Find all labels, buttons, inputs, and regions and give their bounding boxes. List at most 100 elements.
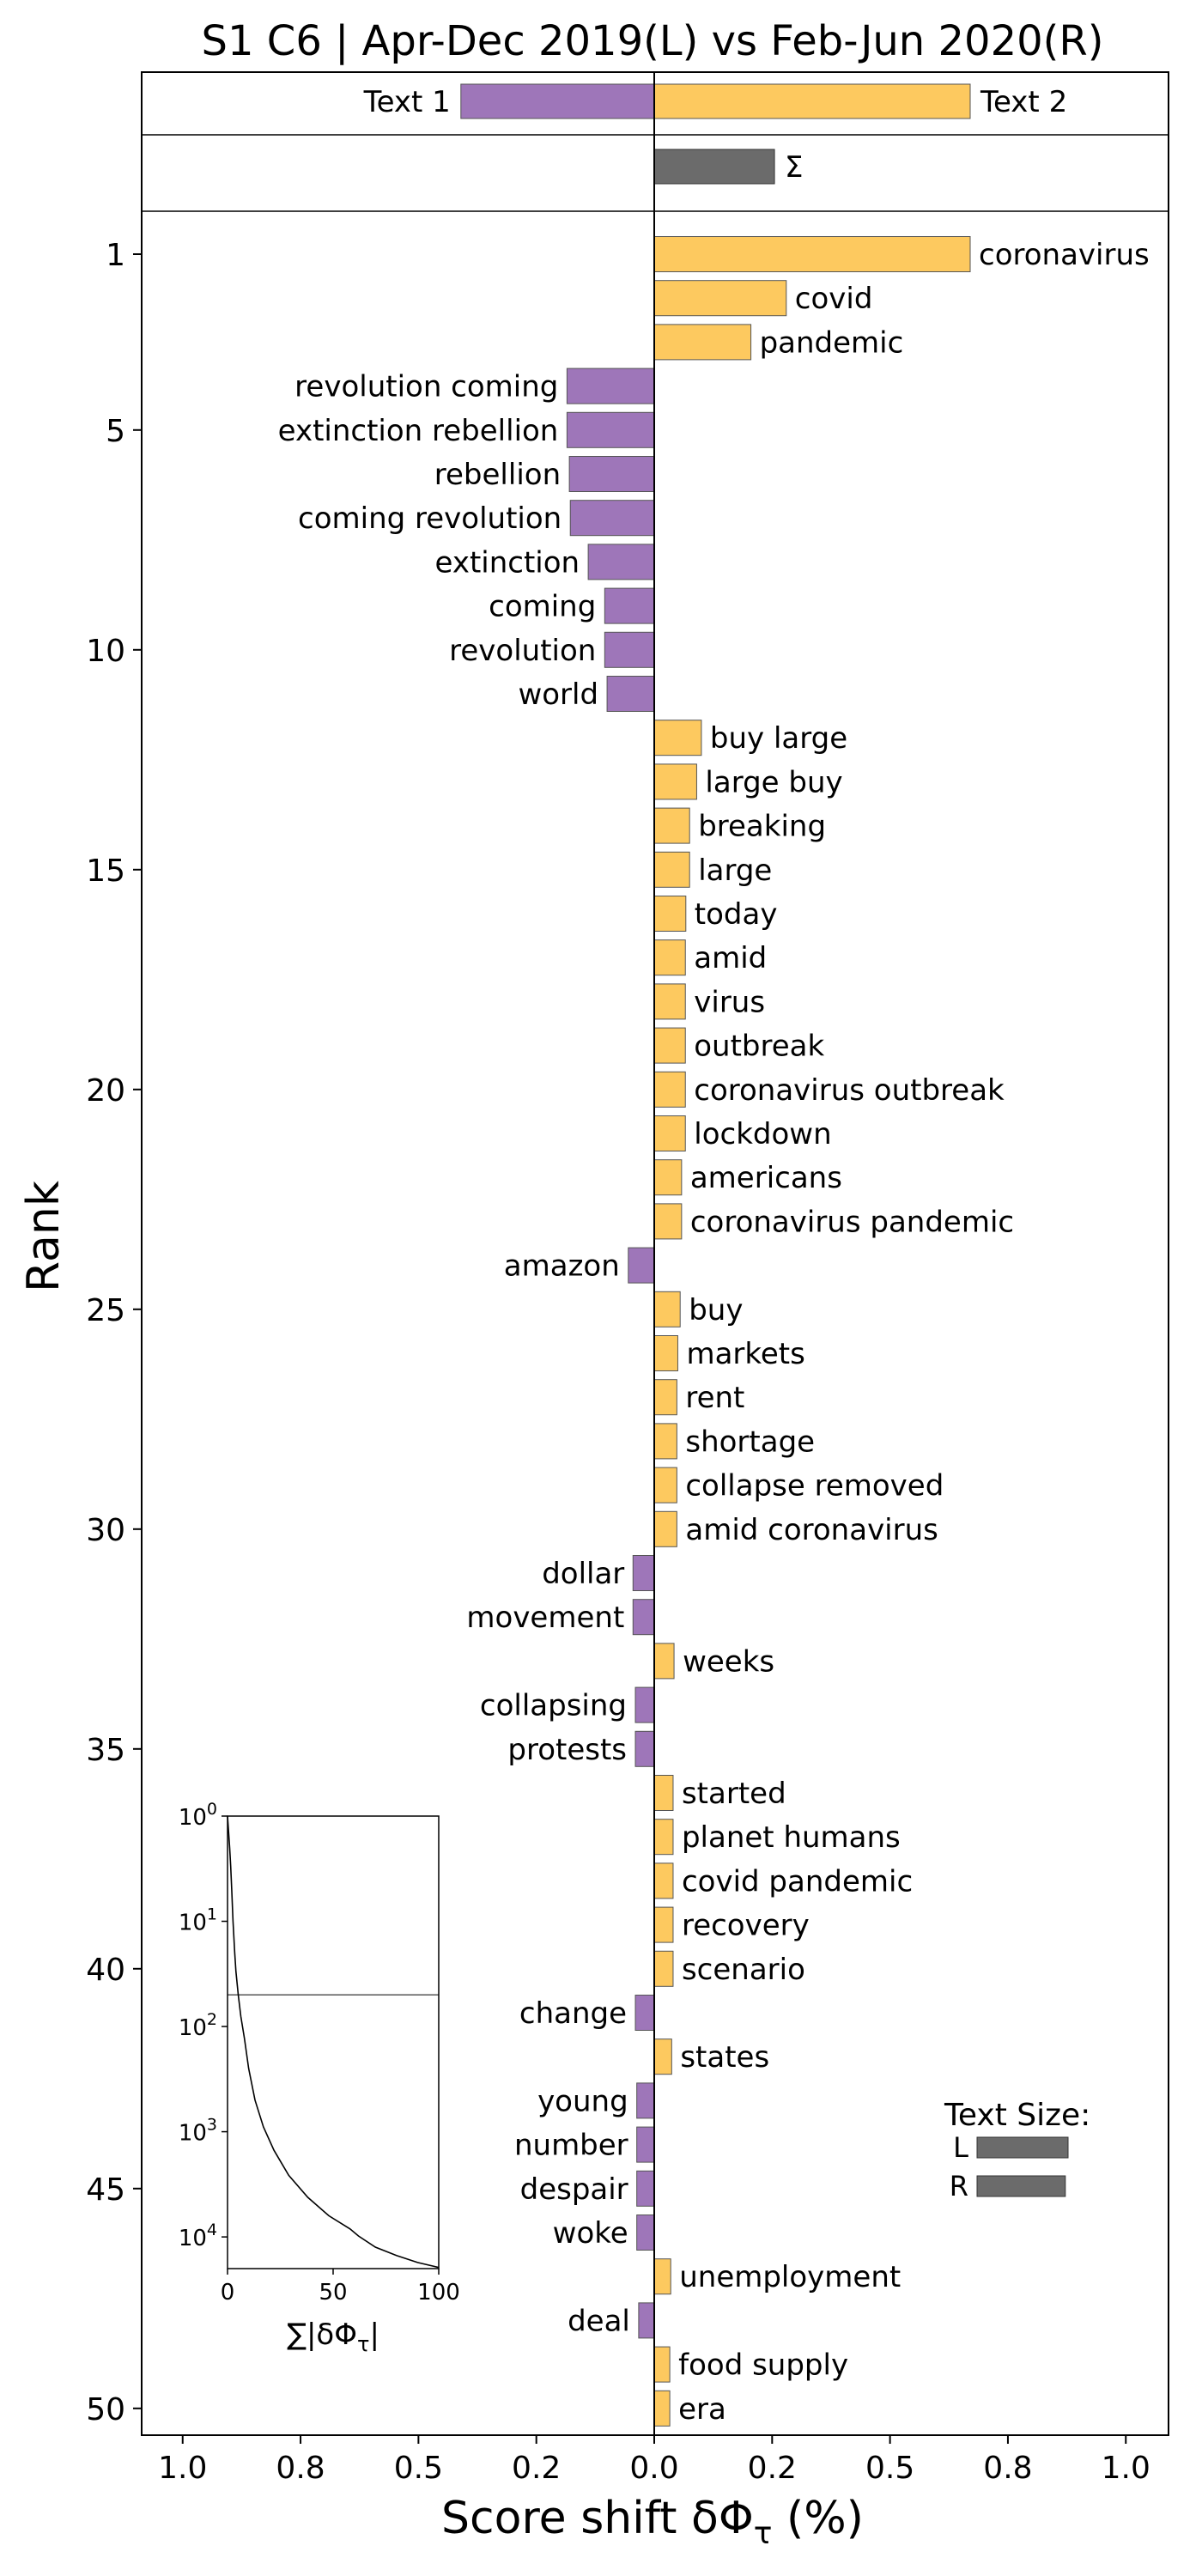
y-tick-label: 35 (86, 1733, 125, 1768)
word-bars (566, 236, 971, 2427)
word-label: deal (568, 2304, 630, 2338)
word-bar (604, 631, 655, 668)
summary-bar-text-2 (653, 83, 971, 119)
word-label: collapse removed (685, 1469, 944, 1504)
word-label: states (680, 2040, 769, 2075)
word-label: virus (694, 985, 765, 1019)
y-tick-label: 25 (86, 1293, 125, 1328)
word-bar (653, 720, 702, 756)
word-label: young (537, 2084, 628, 2118)
word-bar (653, 1906, 674, 1943)
y-axis-label: Rank (18, 1181, 70, 1292)
word-bar (653, 1775, 674, 1811)
word-labels: coronavirus covid pandemic revolution comin… (278, 238, 1150, 2427)
x-tick-label: 0.2 (512, 2451, 561, 2486)
y-tick-label: 5 (106, 414, 125, 449)
word-bar (653, 1819, 674, 1856)
word-label: amid coronavirus (685, 1513, 938, 1547)
word-bar (587, 544, 655, 580)
word-bar (653, 983, 686, 1020)
x-tick-label: 0.5 (394, 2451, 443, 2486)
word-bar (653, 1467, 677, 1504)
word-bar (653, 1027, 686, 1064)
word-bar (653, 1950, 674, 1987)
x-tick-label: 0.8 (276, 2451, 325, 2486)
x-tick-label: 1.0 (158, 2451, 207, 2486)
word-label: era (678, 2392, 726, 2427)
word-bar (566, 368, 655, 404)
word-bar (566, 411, 655, 448)
word-label: large buy (705, 765, 842, 799)
word-label: revolution coming (294, 370, 558, 404)
y-tick-label: 50 (86, 2392, 125, 2427)
word-label: outbreak (694, 1030, 824, 1064)
word-label: movement (466, 1601, 624, 1635)
word-bar (653, 324, 752, 361)
word-label: coronavirus outbreak (694, 1073, 1005, 1108)
word-label: americans (690, 1161, 842, 1195)
word-label: despair (520, 2172, 628, 2207)
inset-y-tick-label: 101 (179, 1905, 217, 1936)
word-label: started (682, 1777, 786, 1811)
text-size-label-l: L (953, 2131, 968, 2164)
summary-label-text-2: Text 2 (980, 85, 1067, 119)
word-bar (628, 1247, 655, 1284)
y-tick-label: 20 (86, 1073, 125, 1109)
word-label: scenario (682, 1953, 805, 1987)
word-bar (636, 2126, 655, 2163)
word-bar (653, 763, 697, 800)
word-label: woke (553, 2216, 628, 2251)
summary-bar-sum (653, 149, 775, 185)
inset-curve (227, 1815, 440, 2269)
word-label: coming revolution (298, 501, 562, 536)
word-label: extinction (435, 545, 580, 580)
word-bar (653, 2038, 672, 2075)
word-label: amazon (504, 1249, 620, 1284)
inset-x-tick-label: 50 (319, 2280, 347, 2306)
chart-title: S1 C6 | Apr-Dec 2019(L) vs Feb-Jun 2020(… (202, 17, 1104, 65)
inset-x-tick-label: 0 (221, 2280, 235, 2306)
y-tick-label: 45 (86, 2172, 125, 2208)
word-label: coronavirus (979, 238, 1150, 272)
word-bar (634, 1686, 655, 1723)
inset-y-tick-label: 103 (179, 2116, 217, 2147)
word-bar (604, 587, 655, 624)
word-label: covid pandemic (682, 1864, 913, 1899)
y-tick-label: 40 (86, 1953, 125, 1988)
word-bar (653, 1862, 674, 1899)
y-tick-label: 10 (86, 634, 125, 669)
y-tick-label: 15 (86, 854, 125, 889)
word-bar (653, 1643, 675, 1680)
word-label: covid (795, 282, 873, 316)
word-label: pandemic (760, 325, 904, 360)
word-label: change (519, 1996, 627, 2031)
word-bar (632, 1555, 655, 1591)
x-axis-label: Score shift δΦτ (%) (441, 2493, 864, 2551)
word-label: markets (686, 1337, 804, 1371)
word-bar (653, 1335, 678, 1371)
word-bar (632, 1599, 655, 1636)
word-label: planet humans (682, 1820, 901, 1855)
word-bar (653, 2258, 671, 2295)
word-bar (636, 2082, 655, 2119)
word-bar (653, 939, 686, 976)
word-bar (653, 807, 690, 844)
word-label: rent (685, 1381, 744, 1415)
summary-bars: Text 1 Text 2 Σ (363, 83, 1067, 185)
text-size-bar-l (976, 2136, 1069, 2159)
word-label: food supply (678, 2348, 848, 2383)
inset-y-tick-label: 100 (179, 1800, 217, 1831)
text-size-legend: Text Size: L R (944, 2098, 1090, 2202)
x-axis-ticks: 1.0 0.8 0.5 0.2 0.0 0.2 0.5 0.8 1.0 (158, 2435, 1150, 2486)
inset-ticks: 100 101 102 103 104 0 50 100 (179, 1800, 460, 2306)
word-bar (653, 1291, 681, 1327)
word-label: buy (689, 1293, 743, 1327)
word-bar (636, 2215, 655, 2251)
y-tick-label: 1 (106, 238, 125, 273)
word-bar (634, 1995, 655, 2031)
word-bar (634, 1730, 655, 1767)
word-label: number (514, 2129, 628, 2163)
word-bar (653, 1510, 677, 1547)
word-label: protests (507, 1733, 627, 1767)
